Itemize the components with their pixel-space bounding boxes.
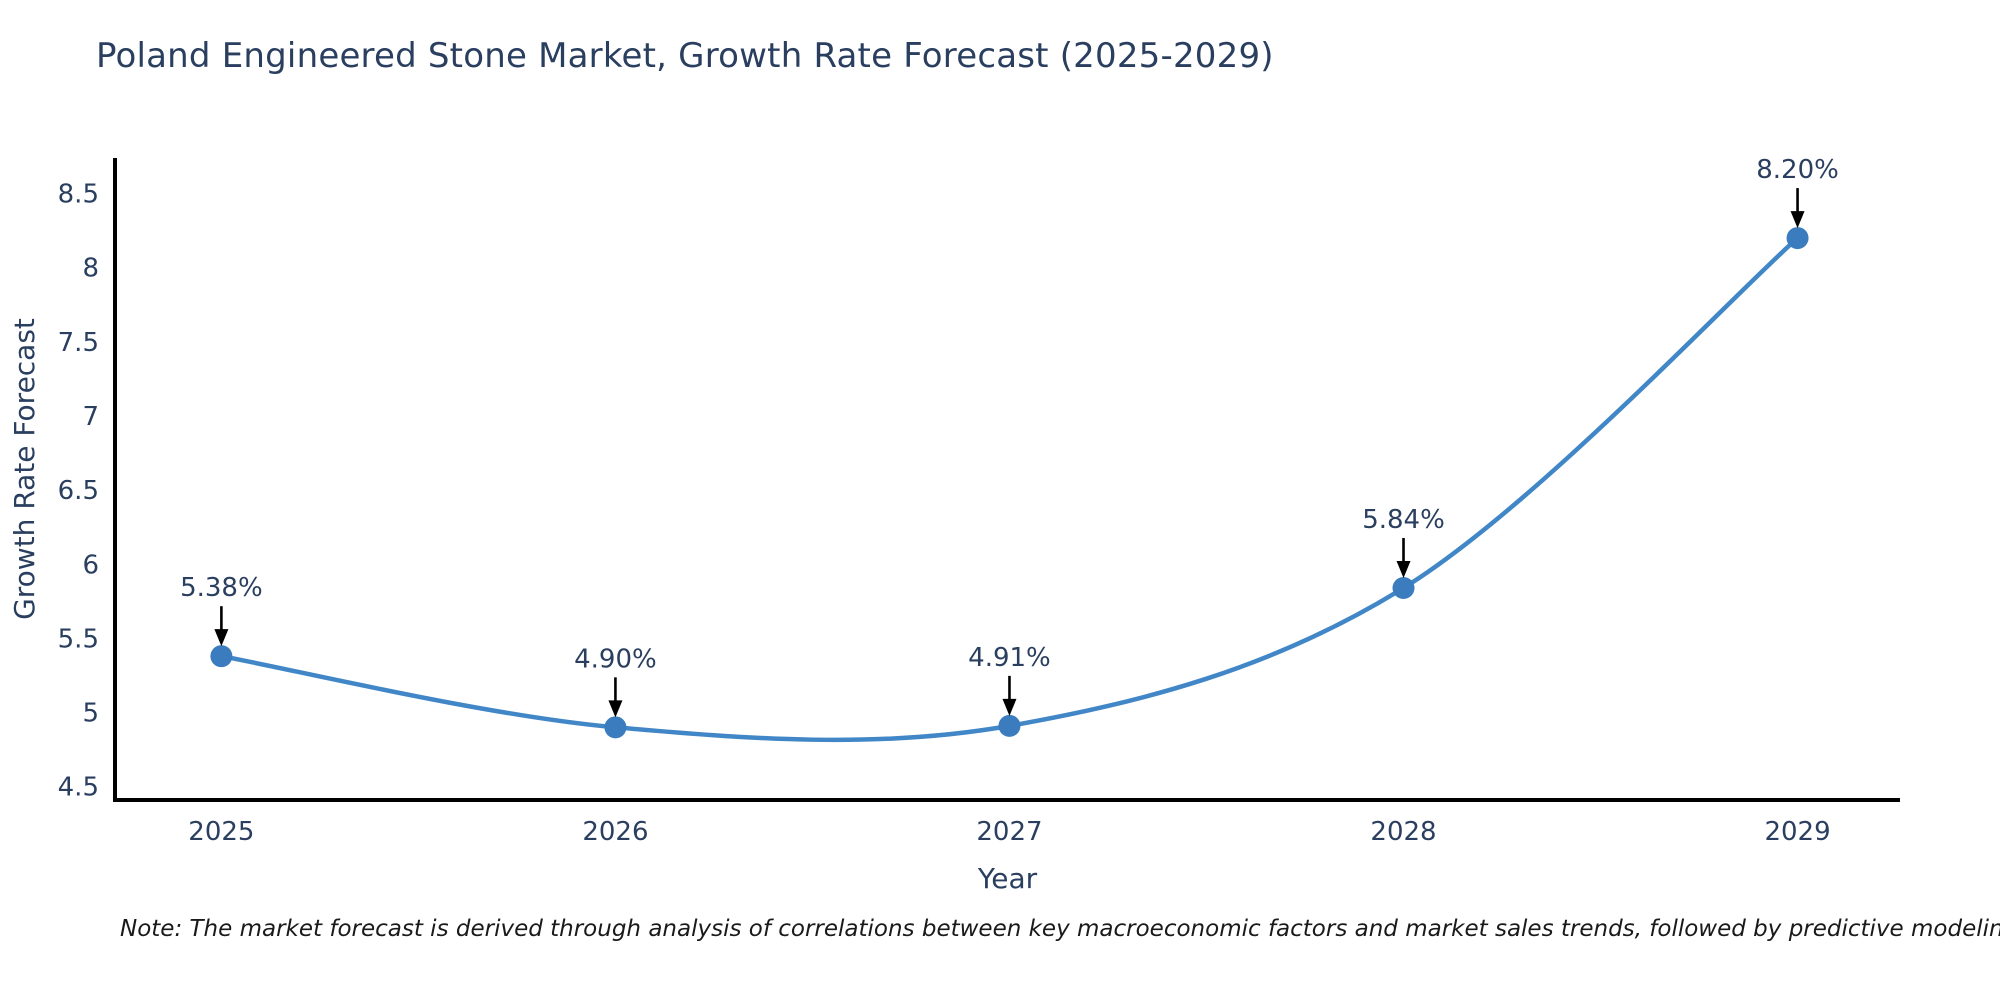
y-tick-label: 5.5 xyxy=(58,624,99,654)
data-point-marker xyxy=(1786,227,1809,250)
data-point-marker xyxy=(1392,576,1415,599)
x-tick-label: 2027 xyxy=(976,817,1042,847)
x-tick-label: 2029 xyxy=(1764,817,1830,847)
y-axis-title: Growth Rate Forecast xyxy=(8,318,41,620)
annotation-arrow-head xyxy=(1790,211,1805,229)
y-tick-label: 6.5 xyxy=(58,476,99,506)
y-tick-label: 4.5 xyxy=(58,773,99,803)
x-tick-label: 2028 xyxy=(1370,817,1436,847)
data-point-marker xyxy=(604,716,627,739)
data-point-marker xyxy=(998,714,1021,737)
y-tick-label: 8.5 xyxy=(58,180,99,210)
data-point-marker xyxy=(210,645,233,668)
trend-line xyxy=(219,235,1800,743)
y-tick-label: 7.5 xyxy=(58,328,99,358)
annotation-label: 4.91% xyxy=(968,643,1051,673)
x-axis-title: Year xyxy=(977,862,1038,895)
y-tick-label: 6 xyxy=(82,550,99,580)
footnote: Note: The market forecast is derived thr… xyxy=(120,916,2000,942)
annotation-arrow-head xyxy=(1002,698,1017,716)
chart-title: Poland Engineered Stone Market, Growth R… xyxy=(96,36,1274,76)
y-tick-label: 8 xyxy=(82,254,99,284)
annotation-arrow-head xyxy=(608,700,623,718)
x-tick-label: 2025 xyxy=(188,817,254,847)
annotation-label: 5.38% xyxy=(180,573,263,603)
annotation-label: 8.20% xyxy=(1756,155,1839,185)
annotation-label: 5.84% xyxy=(1362,505,1445,535)
annotation-label: 4.90% xyxy=(574,644,657,674)
annotation-arrow-head xyxy=(1396,560,1411,578)
x-tick-label: 2026 xyxy=(582,817,648,847)
y-tick-label: 7 xyxy=(82,402,99,432)
y-tick-label: 5 xyxy=(82,699,99,729)
annotation-arrow-head xyxy=(214,629,229,647)
